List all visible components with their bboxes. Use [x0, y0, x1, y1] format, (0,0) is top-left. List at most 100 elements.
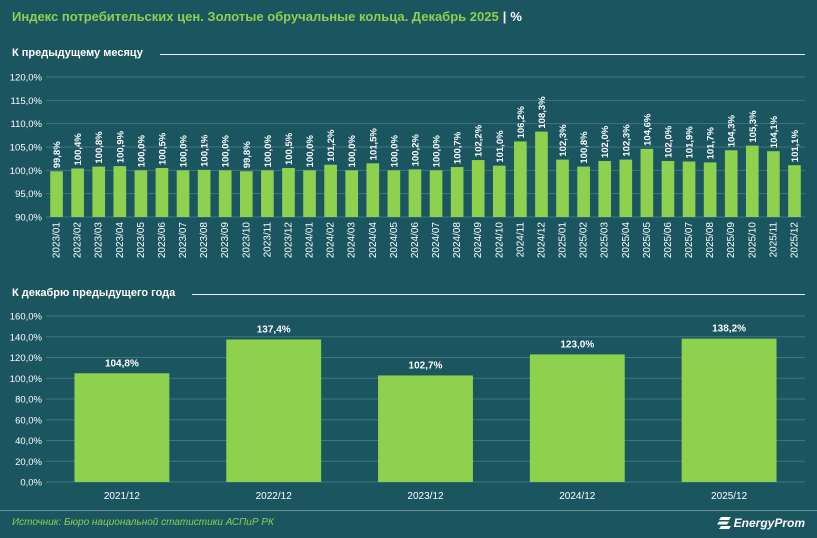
monthly-x-tick-label: 2025/05	[642, 222, 653, 259]
yearly-x-tick-label: 2023/12	[407, 491, 444, 502]
monthly-bar	[303, 170, 316, 217]
monthly-bar	[788, 165, 801, 217]
chart-title-text: Индекс потребительских цен. Золотые обру…	[12, 9, 499, 24]
monthly-bar	[492, 165, 506, 217]
monthly-bar	[134, 170, 148, 217]
monthly-x-tick-label: 2024/09	[473, 222, 484, 259]
monthly-y-tick-label: 90,0%	[15, 213, 42, 224]
monthly-data-label: 102,0%	[600, 125, 611, 158]
monthly-data-label: 100,0%	[136, 135, 147, 168]
monthly-x-tick-label: 2024/11	[515, 222, 526, 258]
monthly-y-tick-label: 120,0%	[10, 73, 43, 84]
monthly-x-tick-label: 2023/07	[178, 222, 189, 259]
monthly-x-tick-label: 2025/07	[684, 222, 695, 259]
monthly-x-tick-label: 2024/12	[536, 222, 547, 259]
monthly-data-label: 100,5%	[284, 132, 295, 165]
monthly-x-tick-label: 2023/01	[52, 222, 63, 259]
yearly-x-tick-label: 2022/12	[256, 491, 293, 502]
monthly-x-tick-label: 2025/02	[579, 222, 590, 259]
monthly-data-label: 101,5%	[368, 128, 379, 161]
monthly-data-label: 100,0%	[305, 135, 316, 168]
monthly-data-label: 105,3%	[748, 110, 759, 143]
monthly-data-label: 99,8%	[242, 141, 253, 168]
yearly-data-label: 123,0%	[560, 339, 594, 350]
monthly-data-label: 100,0%	[432, 135, 443, 168]
monthly-x-tick-label: 2024/03	[347, 222, 358, 259]
monthly-bar	[92, 166, 106, 217]
yearly-y-tick-label: 60,0%	[15, 415, 42, 426]
yearly-data-label: 138,2%	[712, 324, 746, 335]
yearly-x-tick-label: 2021/12	[104, 491, 141, 502]
title-separator: |	[502, 9, 507, 24]
brand-name: EnergyProm	[733, 516, 805, 530]
monthly-section-label: К предыдущему месяцу	[12, 47, 143, 59]
monthly-x-tick-label: 2023/06	[157, 222, 168, 259]
monthly-x-tick-label: 2025/09	[726, 222, 737, 259]
yearly-bar	[681, 338, 777, 482]
monthly-data-label: 102,2%	[474, 124, 485, 157]
monthly-bar	[577, 166, 590, 217]
monthly-bar	[767, 151, 780, 217]
yearly-y-tick-label: 120,0%	[10, 353, 43, 364]
monthly-bar	[640, 148, 654, 217]
monthly-data-label: 104,1%	[769, 115, 780, 148]
monthly-bar	[324, 164, 337, 217]
monthly-data-label: 101,0%	[495, 130, 506, 163]
yearly-data-label: 104,8%	[105, 358, 139, 369]
monthly-data-label: 100,5%	[157, 132, 168, 165]
monthly-data-label: 101,1%	[790, 129, 801, 162]
monthly-data-label: 108,3%	[537, 96, 548, 129]
monthly-data-label: 101,7%	[706, 127, 717, 160]
monthly-x-tick-label: 2023/05	[136, 222, 147, 259]
yearly-x-tick-label: 2024/12	[559, 491, 596, 502]
monthly-x-tick-label: 2024/05	[389, 222, 400, 259]
monthly-bar	[450, 167, 464, 217]
monthly-x-tick-label: 2025/11	[768, 222, 779, 258]
yearly-x-tick-label: 2025/12	[711, 491, 748, 502]
monthly-data-label: 100,0%	[179, 135, 190, 168]
monthly-bar	[514, 141, 527, 217]
yearly-y-tick-label: 20,0%	[15, 457, 42, 468]
yearly-bar	[378, 375, 473, 482]
monthly-x-tick-label: 2023/04	[115, 222, 126, 259]
monthly-data-label: 100,0%	[263, 135, 274, 168]
monthly-data-label: 101,2%	[326, 129, 337, 162]
monthly-x-tick-label: 2024/07	[431, 222, 442, 259]
monthly-data-label: 100,0%	[389, 135, 400, 168]
monthly-bar	[661, 161, 675, 217]
yearly-bar	[529, 354, 625, 482]
yearly-y-tick-label: 80,0%	[15, 395, 42, 406]
monthly-bar	[408, 169, 422, 217]
monthly-y-tick-label: 115,0%	[10, 96, 42, 107]
monthly-data-label: 100,0%	[347, 135, 358, 168]
monthly-x-tick-label: 2024/10	[494, 222, 505, 259]
monthly-x-tick-label: 2025/03	[600, 222, 611, 259]
monthly-x-tick-label: 2025/12	[789, 222, 800, 259]
monthly-bar	[556, 159, 569, 217]
monthly-x-tick-label: 2023/09	[220, 222, 231, 259]
monthly-x-tick-label: 2023/03	[94, 222, 105, 259]
chart-title: Индекс потребительских цен. Золотые обру…	[12, 9, 522, 24]
monthly-x-tick-label: 2024/08	[452, 222, 463, 259]
yearly-y-tick-label: 100,0%	[10, 374, 43, 385]
yearly-bar	[226, 339, 322, 482]
monthly-bar	[218, 170, 232, 217]
monthly-data-label: 100,0%	[221, 135, 232, 168]
monthly-bar	[471, 160, 485, 217]
monthly-data-label: 100,4%	[73, 133, 84, 166]
monthly-x-tick-label: 2025/04	[621, 222, 632, 259]
monthly-bar	[261, 170, 274, 217]
monthly-x-tick-label: 2025/06	[663, 222, 674, 259]
monthly-data-label: 100,9%	[115, 130, 126, 163]
monthly-data-label: 102,3%	[558, 124, 569, 157]
yearly-y-tick-label: 160,0%	[10, 312, 43, 323]
monthly-x-tick-label: 2024/04	[368, 222, 379, 259]
monthly-bar	[176, 170, 190, 217]
title-unit: %	[510, 9, 522, 24]
monthly-data-label: 104,3%	[727, 114, 738, 147]
monthly-bar	[282, 168, 295, 217]
monthly-bar	[703, 162, 717, 217]
monthly-x-tick-label: 2023/10	[241, 222, 252, 259]
monthly-x-tick-label: 2025/08	[705, 222, 716, 259]
